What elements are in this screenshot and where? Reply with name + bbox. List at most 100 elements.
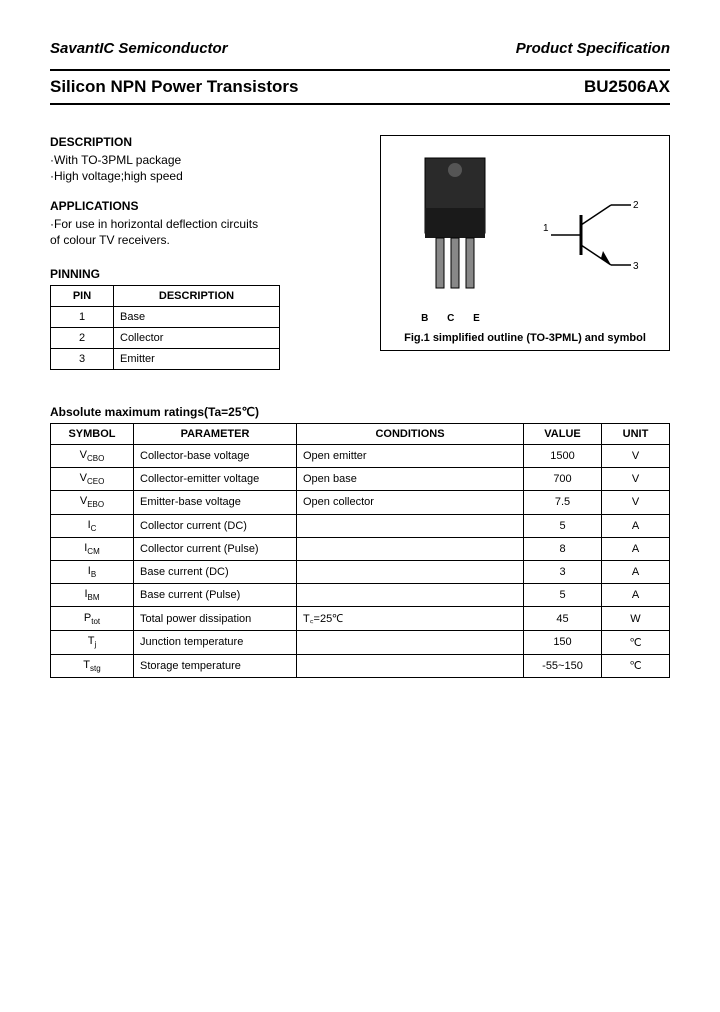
table-row: VCBOCollector-base voltageOpen emitter15… <box>51 445 670 468</box>
cell-unit: A <box>602 537 670 560</box>
cell-value: 700 <box>524 468 602 491</box>
cell-symbol: ICM <box>51 537 134 560</box>
pin-desc: Base <box>114 307 280 328</box>
sym-label-1: 1 <box>543 223 549 234</box>
cell-value: -55~150 <box>524 654 602 677</box>
col-unit: UNIT <box>602 424 670 445</box>
pin-num: 2 <box>51 328 114 349</box>
cell-value: 3 <box>524 560 602 583</box>
cell-value: 45 <box>524 607 602 631</box>
cell-unit: V <box>602 445 670 468</box>
part-number: BU2506AX <box>584 77 670 97</box>
cell-unit: ℃ <box>602 654 670 677</box>
cell-value: 5 <box>524 514 602 537</box>
pin-num: 3 <box>51 349 114 370</box>
ratings-heading: Absolute maximum ratings(Ta=25℃) <box>50 405 670 419</box>
table-row: IBBase current (DC)3A <box>51 560 670 583</box>
cell-symbol: VCBO <box>51 445 134 468</box>
cell-unit: A <box>602 560 670 583</box>
cell-unit: A <box>602 514 670 537</box>
description-heading: DESCRIPTION <box>50 135 330 149</box>
cell-conditions: Open base <box>297 468 524 491</box>
cell-conditions <box>297 631 524 654</box>
cell-parameter: Total power dissipation <box>134 607 297 631</box>
table-row: TjJunction temperature 150℃ <box>51 631 670 654</box>
col-conditions: CONDITIONS <box>297 424 524 445</box>
cell-unit: V <box>602 468 670 491</box>
description-line: ·High voltage;high speed <box>50 169 330 183</box>
cell-symbol: IC <box>51 514 134 537</box>
cell-conditions <box>297 654 524 677</box>
cell-conditions: Open collector <box>297 491 524 514</box>
cell-conditions <box>297 514 524 537</box>
table-row: 2 Collector <box>51 328 280 349</box>
cell-value: 7.5 <box>524 491 602 514</box>
cell-parameter: Collector-base voltage <box>134 445 297 468</box>
cell-symbol: Tstg <box>51 654 134 677</box>
applications-line: of colour TV receivers. <box>50 233 330 247</box>
pin-desc: Collector <box>114 328 280 349</box>
pinning-heading: PINNING <box>50 267 330 281</box>
figure-caption: Fig.1 simplified outline (TO-3PML) and s… <box>389 332 661 344</box>
figure-box: B C E 1 2 3 <box>380 135 670 351</box>
cell-conditions <box>297 560 524 583</box>
pin-num: 1 <box>51 307 114 328</box>
cell-symbol: IB <box>51 560 134 583</box>
spec-label: Product Specification <box>516 40 670 57</box>
cell-symbol: Ptot <box>51 607 134 631</box>
applications-heading: APPLICATIONS <box>50 199 330 213</box>
pin-desc: Emitter <box>114 349 280 370</box>
cell-symbol: Tj <box>51 631 134 654</box>
table-row: VEBOEmitter-base voltageOpen collector7.… <box>51 491 670 514</box>
col-symbol: SYMBOL <box>51 424 134 445</box>
product-family: Silicon NPN Power Transistors <box>50 77 298 97</box>
transistor-symbol-icon: 1 2 3 <box>541 175 641 295</box>
table-row: VCEOCollector-emitter voltageOpen base70… <box>51 468 670 491</box>
cell-value: 8 <box>524 537 602 560</box>
cell-parameter: Emitter-base voltage <box>134 491 297 514</box>
description-line: ·With TO-3PML package <box>50 153 330 167</box>
cell-parameter: Collector current (DC) <box>134 514 297 537</box>
package-icon <box>410 148 500 308</box>
ratings-body: VCBOCollector-base voltageOpen emitter15… <box>51 445 670 678</box>
datasheet-page: SavantIC Semiconductor Product Specifica… <box>0 0 720 718</box>
table-row: IBMBase current (Pulse)5A <box>51 584 670 607</box>
cell-value: 5 <box>524 584 602 607</box>
cell-unit: A <box>602 584 670 607</box>
left-column: DESCRIPTION ·With TO-3PML package ·High … <box>50 135 330 370</box>
cell-value: 1500 <box>524 445 602 468</box>
cell-parameter: Storage temperature <box>134 654 297 677</box>
ratings-table: SYMBOL PARAMETER CONDITIONS VALUE UNIT V… <box>50 423 670 678</box>
table-row: TstgStorage temperature -55~150℃ <box>51 654 670 677</box>
cell-conditions <box>297 584 524 607</box>
cell-conditions <box>297 537 524 560</box>
top-section: DESCRIPTION ·With TO-3PML package ·High … <box>50 135 670 370</box>
pinning-table: PIN DESCRIPTION 1 Base 2 Collector 3 Emi… <box>50 285 280 370</box>
table-header-row: PIN DESCRIPTION <box>51 286 280 307</box>
cell-symbol: IBM <box>51 584 134 607</box>
package-pin-labels: B C E <box>410 313 500 324</box>
figure-inner: B C E 1 2 3 <box>389 146 661 326</box>
cell-conditions: Open emitter <box>297 445 524 468</box>
cell-unit: W <box>602 607 670 631</box>
col-pin: PIN <box>51 286 114 307</box>
table-row: 1 Base <box>51 307 280 328</box>
page-header: SavantIC Semiconductor Product Specifica… <box>50 40 670 57</box>
symbol-drawing: 1 2 3 <box>541 175 641 298</box>
table-row: 3 Emitter <box>51 349 280 370</box>
applications-line: ·For use in horizontal deflection circui… <box>50 217 330 231</box>
title-bar: Silicon NPN Power Transistors BU2506AX <box>50 69 670 105</box>
cell-symbol: VCEO <box>51 468 134 491</box>
col-desc: DESCRIPTION <box>114 286 280 307</box>
cell-parameter: Collector current (Pulse) <box>134 537 297 560</box>
table-row: PtotTotal power dissipationT꜀=25℃45W <box>51 607 670 631</box>
table-row: ICMCollector current (Pulse) 8A <box>51 537 670 560</box>
table-row: ICCollector current (DC) 5A <box>51 514 670 537</box>
cell-parameter: Collector-emitter voltage <box>134 468 297 491</box>
cell-unit: ℃ <box>602 631 670 654</box>
cell-parameter: Junction temperature <box>134 631 297 654</box>
col-value: VALUE <box>524 424 602 445</box>
package-drawing: B C E <box>410 148 500 324</box>
cell-value: 150 <box>524 631 602 654</box>
sym-label-2: 2 <box>633 200 639 211</box>
